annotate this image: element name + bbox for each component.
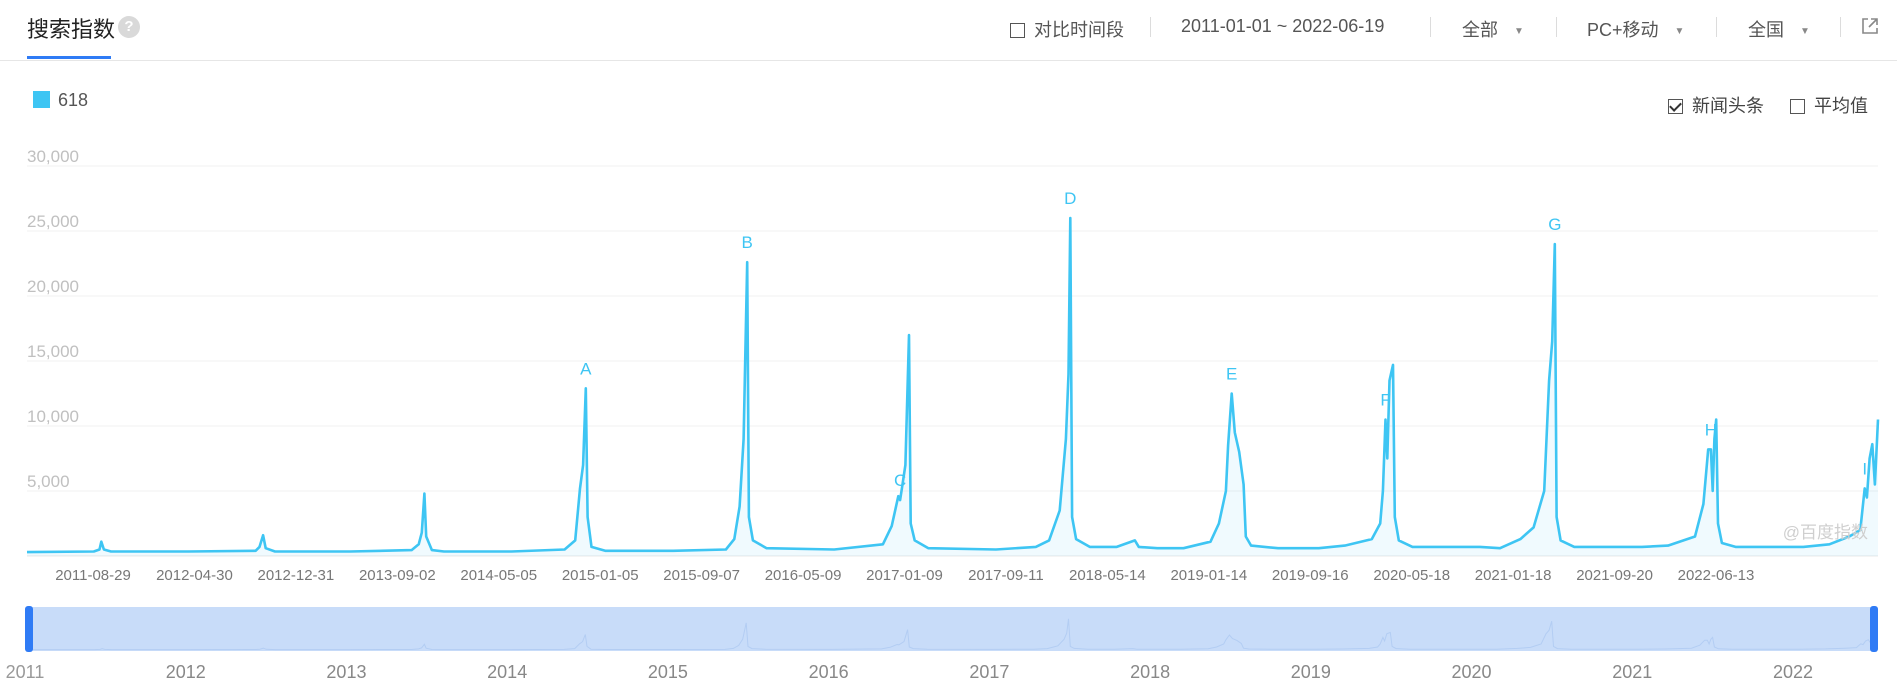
range-slider-preview: [28, 618, 1875, 651]
news-label: 新闻头条: [1692, 96, 1764, 116]
slider-year-label: 2015: [648, 662, 688, 682]
slider-year-label: 2012: [166, 662, 206, 682]
y-tick-label: 20,000: [27, 277, 79, 296]
x-tick-label: 2012-12-31: [258, 567, 335, 584]
header-bar: 搜索指数 ? 对比时间段 2011-01-01 ~ 2022-06-19 全部 ▼…: [0, 0, 1897, 61]
legend-swatch: [33, 91, 50, 108]
range-slider-track[interactable]: [28, 607, 1874, 651]
slider-year-label: 2021: [1612, 662, 1652, 682]
news-marker-g: G: [1548, 215, 1561, 234]
y-tick-label: 30,000: [27, 147, 79, 166]
average-toggle[interactable]: 平均值: [1790, 92, 1868, 118]
region-select[interactable]: 全国 ▼: [1748, 16, 1810, 42]
slider-year-label: 2017: [969, 662, 1009, 682]
slider-year-label: 2020: [1452, 662, 1492, 682]
x-tick-label: 2020-05-18: [1373, 567, 1450, 584]
caret-down-icon: ▼: [1514, 26, 1524, 37]
x-tick-label: 2019-01-14: [1170, 567, 1247, 584]
x-tick-label: 2015-09-07: [663, 567, 740, 584]
y-tick-label: 5,000: [27, 472, 70, 491]
news-marker-e: E: [1226, 365, 1237, 384]
divider: [1150, 17, 1151, 37]
external-link-icon[interactable]: [1860, 16, 1880, 36]
x-tick-label: 2012-04-30: [156, 567, 233, 584]
news-marker-a: A: [580, 359, 592, 378]
legend-keyword: 618: [58, 90, 89, 110]
y-tick-label: 10,000: [27, 407, 79, 426]
x-tick-label: 2017-09-11: [968, 567, 1044, 584]
news-toggle[interactable]: 新闻头条: [1668, 92, 1764, 118]
x-tick-label: 2016-05-09: [765, 567, 842, 584]
date-range-picker[interactable]: 2011-01-01 ~ 2022-06-19: [1181, 16, 1385, 36]
news-marker-i: I: [1862, 459, 1867, 478]
x-tick-label: 2014-05-05: [460, 567, 537, 584]
watermark: @百度指数: [1783, 523, 1868, 542]
x-tick-label: 2019-09-16: [1272, 567, 1349, 584]
news-marker-h: H: [1705, 420, 1717, 439]
compare-checkbox[interactable]: [1010, 23, 1025, 38]
news-checkbox[interactable]: [1668, 99, 1683, 114]
x-tick-label: 2011-08-29: [55, 567, 131, 584]
compare-period-toggle[interactable]: 对比时间段: [1010, 16, 1124, 42]
caret-down-icon: ▼: [1674, 26, 1685, 37]
question-circle-icon[interactable]: ?: [118, 16, 140, 38]
x-tick-label: 2013-09-02: [359, 567, 436, 584]
slider-year-label: 2011: [6, 662, 45, 682]
compare-label: 对比时间段: [1034, 20, 1124, 40]
range-slider-right-handle[interactable]: [1870, 606, 1878, 652]
x-tick-label: 2022-06-13: [1678, 567, 1755, 584]
chart-legend[interactable]: 618: [33, 90, 88, 111]
news-marker-f: F: [1380, 391, 1390, 410]
x-tick-label: 2018-05-14: [1069, 567, 1146, 584]
average-checkbox[interactable]: [1790, 99, 1805, 114]
divider: [1716, 17, 1717, 37]
divider: [1430, 17, 1431, 37]
region-select-value: 全国: [1748, 20, 1784, 40]
slider-year-label: 2022: [1773, 662, 1813, 682]
x-tick-label: 2015-01-05: [562, 567, 639, 584]
x-tick-label: 2017-01-09: [866, 567, 943, 584]
y-tick-label: 25,000: [27, 212, 79, 231]
average-label: 平均值: [1814, 96, 1868, 116]
news-marker-c: C: [894, 471, 906, 490]
range-slider-left-handle[interactable]: [25, 606, 33, 652]
series-area: [27, 218, 1878, 556]
search-index-chart[interactable]: 5,000 10,000 15,000 20,000 25,000 30,000 A B C D E…: [0, 140, 1897, 692]
slider-year-label: 2013: [326, 662, 366, 682]
page-title: 搜索指数: [27, 17, 116, 42]
news-marker-b: B: [741, 233, 752, 252]
series-line[interactable]: [26, 216, 1880, 554]
active-tab-indicator: [27, 56, 111, 59]
news-marker-d: D: [1064, 189, 1076, 208]
device-select-value: PC+移动: [1587, 20, 1659, 40]
device-select[interactable]: PC+移动 ▼: [1587, 16, 1684, 42]
divider: [1840, 17, 1841, 37]
caret-down-icon: ▼: [1800, 26, 1810, 37]
slider-year-label: 2014: [487, 662, 527, 682]
x-tick-label: 2021-09-20: [1576, 567, 1653, 584]
slider-year-label: 2016: [809, 662, 849, 682]
y-tick-label: 15,000: [27, 342, 79, 361]
x-tick-label: 2021-01-18: [1475, 567, 1552, 584]
divider: [1556, 17, 1557, 37]
source-select-value: 全部: [1462, 20, 1498, 40]
slider-year-label: 2019: [1291, 662, 1331, 682]
slider-year-label: 2018: [1130, 662, 1170, 682]
source-select[interactable]: 全部 ▼: [1462, 16, 1524, 42]
